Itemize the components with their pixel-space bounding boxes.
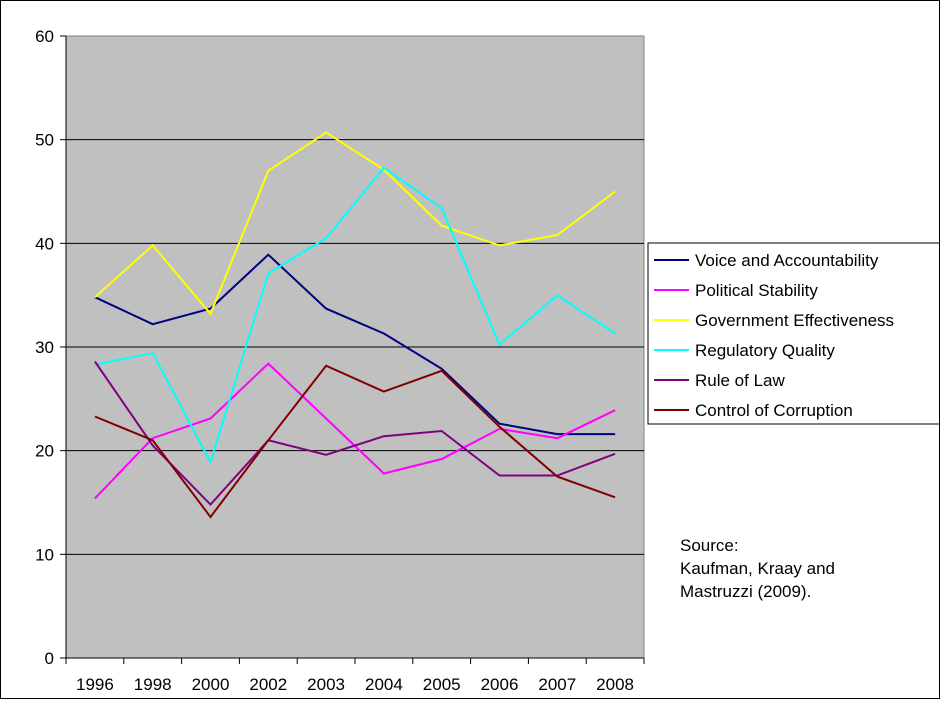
legend-box: [647, 242, 940, 425]
series-line-government-effectiveness: [94, 131, 616, 316]
x-tick-label: 2005: [423, 675, 461, 694]
grid-lines: [66, 139, 644, 555]
x-tick-label: 2007: [538, 675, 576, 694]
y-tick-label: 0: [45, 649, 54, 668]
x-tick-label: 2000: [192, 675, 230, 694]
x-tick-label: 1996: [76, 675, 114, 694]
source-annotation-line: Kaufman, Kraay and: [680, 559, 835, 578]
series-lines: [94, 131, 616, 519]
series-line-regulatory-quality: [94, 166, 616, 465]
legend-label: Government Effectiveness: [695, 311, 894, 330]
y-tick-label: 20: [35, 442, 54, 461]
x-tick-label: 2006: [481, 675, 519, 694]
axes: [60, 35, 645, 664]
legend: Voice and Accountability Political Stabil…: [647, 242, 940, 425]
source-annotation: Source: Kaufman, Kraay and Mastruzzi (2009…: [680, 536, 835, 601]
series-line-control-of-corruption: [94, 364, 616, 519]
x-axis-tick-labels: 1996 1998 2000 2002 2003 2004 2005 2006 2007 2008: [76, 675, 634, 694]
x-tick-label: 1998: [134, 675, 172, 694]
y-axis-tick-labels: 0 10 20 30 40 50 60: [35, 27, 54, 668]
legend-label: Rule of Law: [695, 371, 785, 390]
series-line-voice-and-accountability: [94, 253, 616, 436]
y-tick-label: 10: [35, 545, 54, 564]
x-tick-label: 2003: [307, 675, 345, 694]
legend-label: Control of Corruption: [695, 401, 853, 420]
legend-label: Voice and Accountability: [695, 251, 879, 270]
x-tick-label: 2004: [365, 675, 403, 694]
legend-label: Political Stability: [695, 281, 818, 300]
series-line-rule-of-law: [94, 360, 616, 507]
x-tick-label: 2008: [596, 675, 634, 694]
legend-label: Regulatory Quality: [695, 341, 835, 360]
y-tick-label: 50: [35, 131, 54, 150]
y-tick-label: 40: [35, 234, 54, 253]
source-annotation-line: Mastruzzi (2009).: [680, 582, 811, 601]
source-annotation-line: Source:: [680, 536, 739, 555]
x-tick-label: 2002: [249, 675, 287, 694]
y-tick-label: 60: [35, 27, 54, 46]
y-tick-label: 30: [35, 338, 54, 357]
